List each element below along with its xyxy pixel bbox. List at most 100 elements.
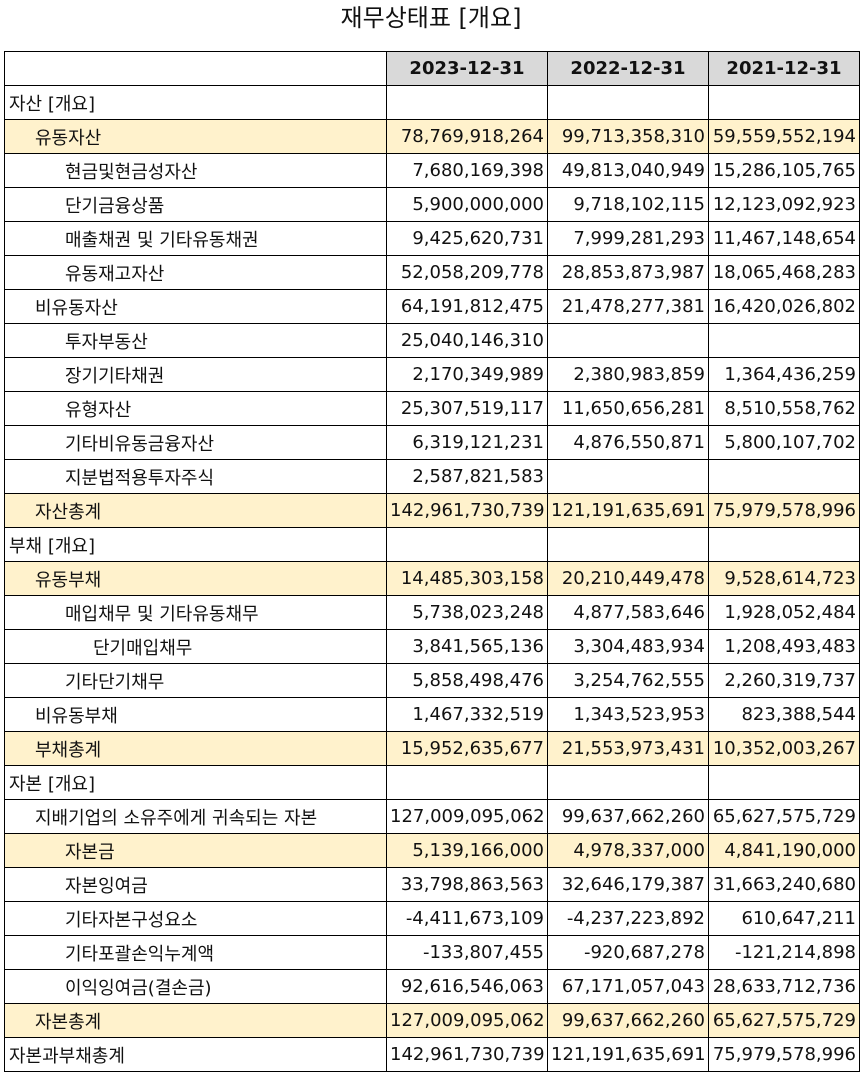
value-cell: 25,307,519,117: [386, 391, 548, 426]
value-cell: 12,123,092,923: [708, 187, 860, 222]
value-cell: 5,139,166,000: [386, 833, 548, 868]
value-cell: [547, 459, 709, 494]
row-label: 기타자본구성요소: [4, 901, 387, 936]
row-label: 자본총계: [4, 1003, 387, 1038]
value-cell: 121,191,635,691: [547, 1037, 709, 1072]
value-cell: 2,380,983,859: [547, 357, 709, 392]
value-cell: [708, 323, 860, 358]
row-label: 자본 [개요]: [4, 765, 387, 800]
value-cell: 5,738,023,248: [386, 595, 548, 630]
value-cell: [708, 85, 860, 120]
value-cell: 65,627,575,729: [708, 799, 860, 834]
column-header: 2021-12-31: [708, 51, 860, 86]
value-cell: 59,559,552,194: [708, 119, 860, 154]
row-label: 유동자산: [4, 119, 387, 154]
row-label: 장기기타채권: [4, 357, 387, 392]
value-cell: 7,999,281,293: [547, 221, 709, 256]
row-label: 비유동자산: [4, 289, 387, 324]
value-cell: 5,900,000,000: [386, 187, 548, 222]
row-label: 이익잉여금(결손금): [4, 969, 387, 1004]
row-label: 매입채무 및 기타유동채무: [4, 595, 387, 630]
table-row: 장기기타채권 2,170,349,989 2,380,983,859 1,364,43…: [4, 357, 860, 392]
value-cell: 33,798,863,563: [386, 867, 548, 902]
value-cell: 78,769,918,264: [386, 119, 548, 154]
value-cell: 20,210,449,478: [547, 561, 709, 596]
table-row: 비유동부채 1,467,332,519 1,343,523,953 823,388,5…: [4, 697, 860, 732]
value-cell: -4,411,673,109: [386, 901, 548, 936]
row-label: 단기금융상품: [4, 187, 387, 222]
header-row: 2023-12-31 2022-12-31 2021-12-31: [4, 51, 860, 86]
value-cell: [386, 765, 548, 800]
table-row: 자본총계 127,009,095,062 99,637,662,260 65,627,…: [4, 1003, 860, 1038]
table-row: 기타단기채무 5,858,498,476 3,254,762,555 2,260,31…: [4, 663, 860, 698]
row-label: 기타비유동금융자산: [4, 425, 387, 460]
value-cell: 65,627,575,729: [708, 1003, 860, 1038]
value-cell: [547, 323, 709, 358]
value-cell: -121,214,898: [708, 935, 860, 970]
value-cell: 5,858,498,476: [386, 663, 548, 698]
value-cell: 14,485,303,158: [386, 561, 548, 596]
row-label: 자본잉여금: [4, 867, 387, 902]
balance-sheet-table: 2023-12-31 2022-12-31 2021-12-31 자산 [개요]…: [4, 51, 860, 1072]
table-row: 자본금 5,139,166,000 4,978,337,000 4,841,190,0…: [4, 833, 860, 868]
value-cell: 11,467,148,654: [708, 221, 860, 256]
table-body: 자산 [개요] 유동자산 78,769,918,264 99,713,358,310 5…: [4, 85, 860, 1072]
value-cell: 32,646,179,387: [547, 867, 709, 902]
value-cell: 4,876,550,871: [547, 425, 709, 460]
row-label: 매출채권 및 기타유동채권: [4, 221, 387, 256]
value-cell: 15,952,635,677: [386, 731, 548, 766]
table-row: 지배기업의 소유주에게 귀속되는 자본 127,009,095,062 99,637…: [4, 799, 860, 834]
table-row: 매입채무 및 기타유동채무 5,738,023,248 4,877,583,646 1…: [4, 595, 860, 630]
table-row: 유동부채 14,485,303,158 20,210,449,478 9,528,61…: [4, 561, 860, 596]
value-cell: [708, 765, 860, 800]
value-cell: 9,425,620,731: [386, 221, 548, 256]
table-row: 현금및현금성자산 7,680,169,398 49,813,040,949 15,28…: [4, 153, 860, 188]
value-cell: [547, 765, 709, 800]
value-cell: 64,191,812,475: [386, 289, 548, 324]
value-cell: [708, 527, 860, 562]
value-cell: 49,813,040,949: [547, 153, 709, 188]
value-cell: 9,718,102,115: [547, 187, 709, 222]
value-cell: 16,420,026,802: [708, 289, 860, 324]
value-cell: 142,961,730,739: [386, 493, 548, 528]
value-cell: 127,009,095,062: [386, 1003, 548, 1038]
value-cell: 67,171,057,043: [547, 969, 709, 1004]
page-title: 재무상태표 [개요]: [340, 4, 522, 32]
value-cell: 99,637,662,260: [547, 1003, 709, 1038]
column-header: 2023-12-31: [386, 51, 548, 86]
table-row: 자산총계 142,961,730,739 121,191,635,691 75,979…: [4, 493, 860, 528]
table-row: 지분법적용투자주식 2,587,821,583: [4, 459, 860, 494]
row-label: 비유동부채: [4, 697, 387, 732]
value-cell: 4,841,190,000: [708, 833, 860, 868]
value-cell: 127,009,095,062: [386, 799, 548, 834]
value-cell: 5,800,107,702: [708, 425, 860, 460]
value-cell: 121,191,635,691: [547, 493, 709, 528]
row-label: 자산 [개요]: [4, 85, 387, 120]
row-label: 유동부채: [4, 561, 387, 596]
value-cell: 4,877,583,646: [547, 595, 709, 630]
table-row: 단기금융상품 5,900,000,000 9,718,102,115 12,123,0…: [4, 187, 860, 222]
row-label: 부채총계: [4, 731, 387, 766]
value-cell: 1,467,332,519: [386, 697, 548, 732]
value-cell: 2,170,349,989: [386, 357, 548, 392]
value-cell: 4,978,337,000: [547, 833, 709, 868]
table-row: 비유동자산 64,191,812,475 21,478,277,381 16,420,…: [4, 289, 860, 324]
value-cell: 28,853,873,987: [547, 255, 709, 290]
header-blank-cell: [4, 51, 387, 86]
value-cell: 7,680,169,398: [386, 153, 548, 188]
value-cell: 18,065,468,283: [708, 255, 860, 290]
row-label: 기타포괄손익누계액: [4, 935, 387, 970]
value-cell: [386, 527, 548, 562]
value-cell: [386, 85, 548, 120]
value-cell: 610,647,211: [708, 901, 860, 936]
table-row: 기타자본구성요소 -4,411,673,109 -4,237,223,892 610,…: [4, 901, 860, 936]
table-row: 단기매입채무 3,841,565,136 3,304,483,934 1,208,49…: [4, 629, 860, 664]
column-header: 2022-12-31: [547, 51, 709, 86]
value-cell: 823,388,544: [708, 697, 860, 732]
value-cell: 1,343,523,953: [547, 697, 709, 732]
value-cell: 75,979,578,996: [708, 493, 860, 528]
value-cell: 15,286,105,765: [708, 153, 860, 188]
value-cell: 3,254,762,555: [547, 663, 709, 698]
value-cell: 99,637,662,260: [547, 799, 709, 834]
value-cell: [708, 459, 860, 494]
